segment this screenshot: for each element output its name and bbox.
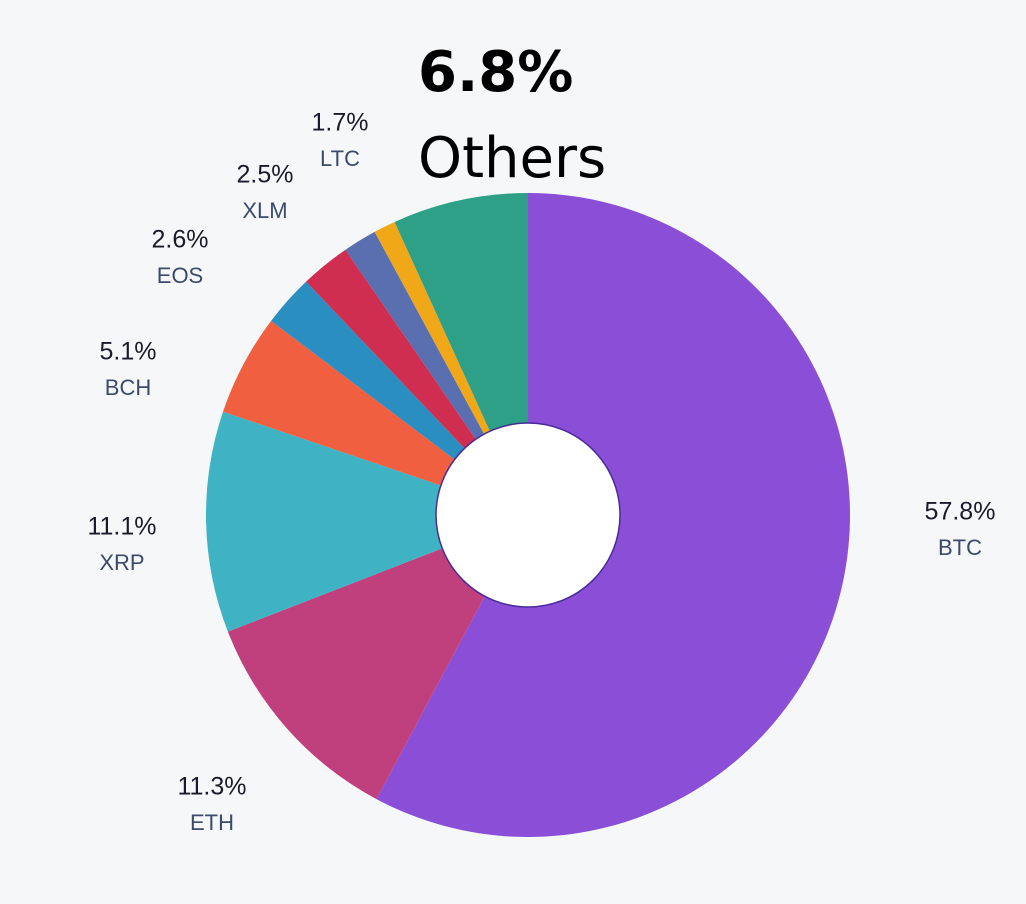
category-label: EOS <box>157 263 203 288</box>
value-label: 57.8% <box>925 498 996 526</box>
value-label: 1.7% <box>312 109 369 137</box>
slice <box>376 193 850 837</box>
value-label: 2.5% <box>237 161 294 189</box>
category-label: ETH <box>190 810 234 835</box>
value-label: 6.8% <box>418 40 573 105</box>
slice <box>374 221 490 435</box>
slice <box>205 411 443 632</box>
category-label: XLM <box>242 198 287 223</box>
donut-hole <box>435 422 621 608</box>
slice <box>223 320 455 486</box>
category-label: BCH <box>105 375 151 400</box>
category-label: LTC <box>320 146 360 171</box>
value-label: 11.1% <box>87 513 156 541</box>
slice <box>394 193 528 432</box>
value-label: 5.1% <box>100 338 157 366</box>
slice <box>306 249 476 449</box>
slice <box>271 281 465 460</box>
slice <box>345 231 485 440</box>
category-label: Others <box>418 126 606 191</box>
slice <box>227 548 485 800</box>
category-label: XRP <box>99 550 144 575</box>
value-label: 11.3% <box>177 773 246 801</box>
category-label: BTC <box>938 535 982 560</box>
value-label: 2.6% <box>152 226 209 254</box>
